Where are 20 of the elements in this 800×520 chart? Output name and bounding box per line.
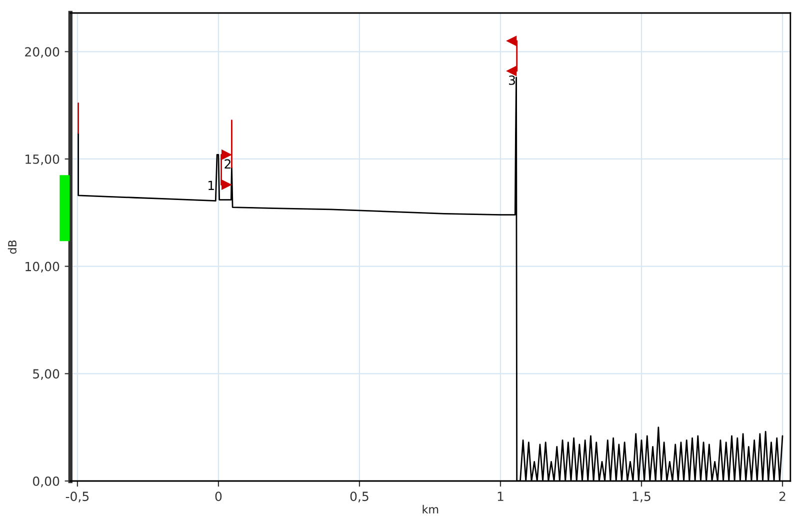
y-tick-label: 10,00 xyxy=(26,262,60,273)
annotation: 3 xyxy=(508,75,515,85)
y-axis-title: dB xyxy=(8,240,16,254)
x-tick-label: 1,5 xyxy=(632,492,650,502)
y-tick-label: 20,00 xyxy=(25,47,60,58)
annotation: 1 xyxy=(208,180,214,190)
x-tick-label: 2 xyxy=(779,492,786,501)
point xyxy=(221,150,232,160)
point xyxy=(506,66,517,76)
y-tick-label: 5,00 xyxy=(33,369,60,380)
x-axis-title: km xyxy=(422,504,438,514)
x-tick-label: 0 xyxy=(215,492,222,502)
point xyxy=(221,180,232,190)
annotation: 2 xyxy=(224,159,230,168)
point xyxy=(506,36,517,46)
x-tick-label: 1 xyxy=(498,492,504,501)
y-tick-label: 0,00 xyxy=(32,476,60,488)
x-tick-label: -0,5 xyxy=(66,492,89,502)
x-tick-label: 0,5 xyxy=(350,492,368,502)
y-tick-label: 15,00 xyxy=(26,154,60,166)
